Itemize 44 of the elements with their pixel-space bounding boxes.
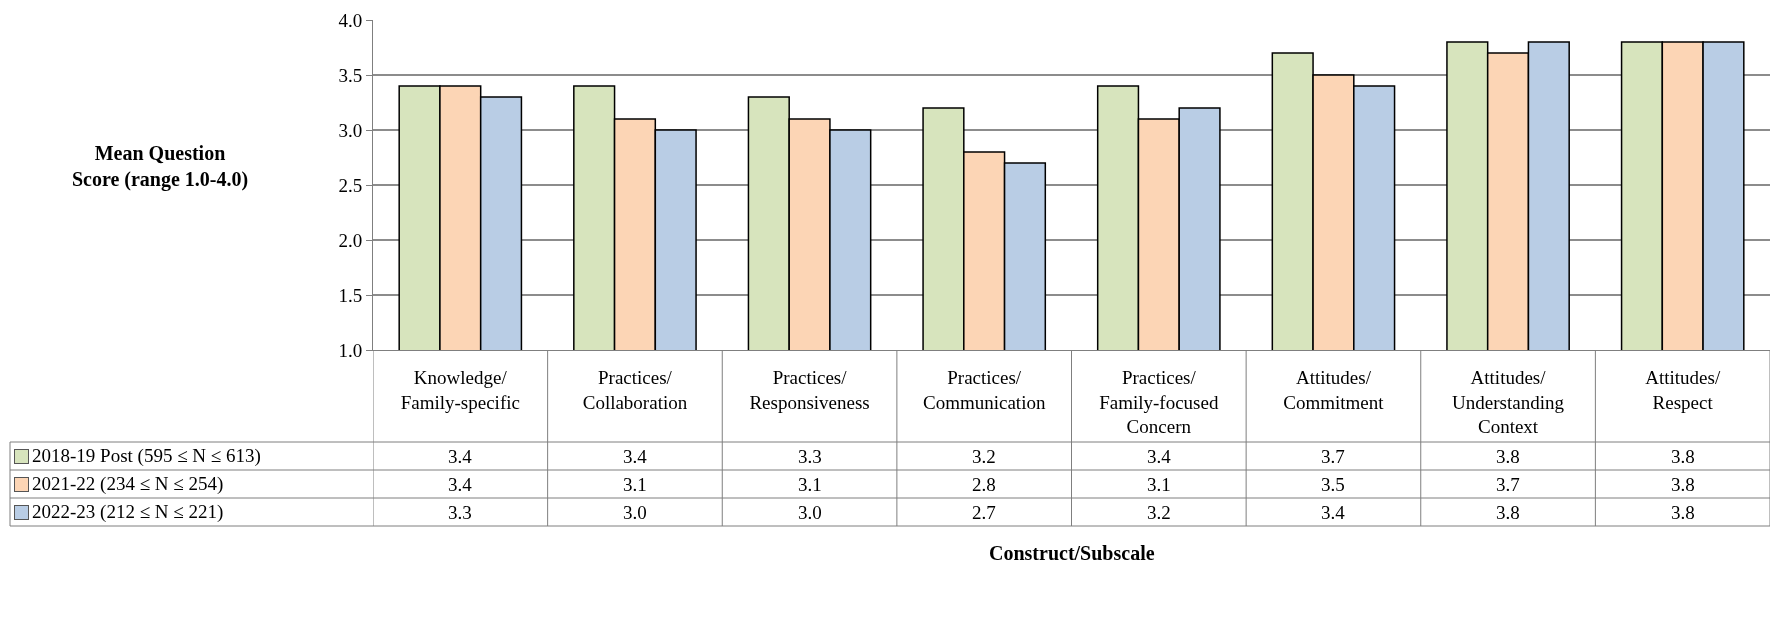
data-label: 3.7 — [1496, 474, 1520, 495]
y-tick-label: 3.0 — [338, 119, 363, 141]
data-label: 3.0 — [798, 502, 822, 523]
x-tick-label: Practices/ Family-focused Concern — [1099, 366, 1219, 438]
legend-label: 2018-19 Post (595 ≤ N ≤ 613) — [32, 445, 261, 467]
data-label: 2.7 — [972, 502, 996, 523]
data-label: 3.8 — [1496, 502, 1520, 523]
data-label: 3.0 — [623, 502, 647, 523]
data-label: 3.7 — [1321, 446, 1345, 467]
y-tick-label: 4.0 — [338, 9, 363, 31]
data-label: 3.2 — [972, 446, 996, 467]
data-label: 3.8 — [1496, 446, 1520, 467]
data-label: 3.8 — [1671, 502, 1695, 523]
x-tick-label: Practices/ Responsiveness — [749, 366, 870, 413]
data-label: 3.1 — [623, 474, 647, 495]
y-tick-label: 1.5 — [338, 284, 363, 306]
data-label: 3.2 — [1147, 502, 1171, 523]
y-tick-label: 2.0 — [338, 229, 363, 251]
data-label: 3.5 — [1321, 474, 1345, 495]
data-label: 3.1 — [798, 474, 822, 495]
data-label: 2.8 — [972, 474, 996, 495]
text: Construct/Subscale — [989, 542, 1155, 564]
data-label: 3.3 — [448, 502, 472, 523]
legend-label: 2021-22 (234 ≤ N ≤ 254) — [32, 473, 224, 495]
x-tick-label: Attitudes/ Respect — [1645, 366, 1721, 413]
x-tick-label: Practices/ Communication — [922, 366, 1046, 413]
data-label: 3.4 — [623, 446, 648, 467]
data-label: 3.8 — [1671, 474, 1695, 495]
y-axis-title: Mean Question Score (range 1.0-4.0) — [70, 141, 250, 192]
legend-label: 2022-23 (212 ≤ N ≤ 221) — [32, 501, 224, 523]
x-tick-label: Knowledge/ Family-specific — [400, 366, 520, 413]
data-label: 3.4 — [448, 446, 473, 467]
data-label: 3.4 — [1321, 502, 1346, 523]
data-label: 3.3 — [798, 446, 822, 467]
y-tick-label: 3.5 — [338, 64, 363, 86]
x-tick-label: Practices/ Collaboration — [582, 366, 688, 413]
x-tick-label: Attitudes/ Understanding Context — [1452, 366, 1565, 438]
y-tick-label: 1.0 — [338, 339, 363, 361]
y-tick-label: 2.5 — [338, 174, 363, 196]
data-label: 3.8 — [1671, 446, 1695, 467]
data-label: 3.1 — [1147, 474, 1171, 495]
data-label: 3.4 — [1147, 446, 1172, 467]
data-label: 3.4 — [448, 474, 473, 495]
x-tick-label: Attitudes/ Commitment — [1283, 366, 1385, 413]
